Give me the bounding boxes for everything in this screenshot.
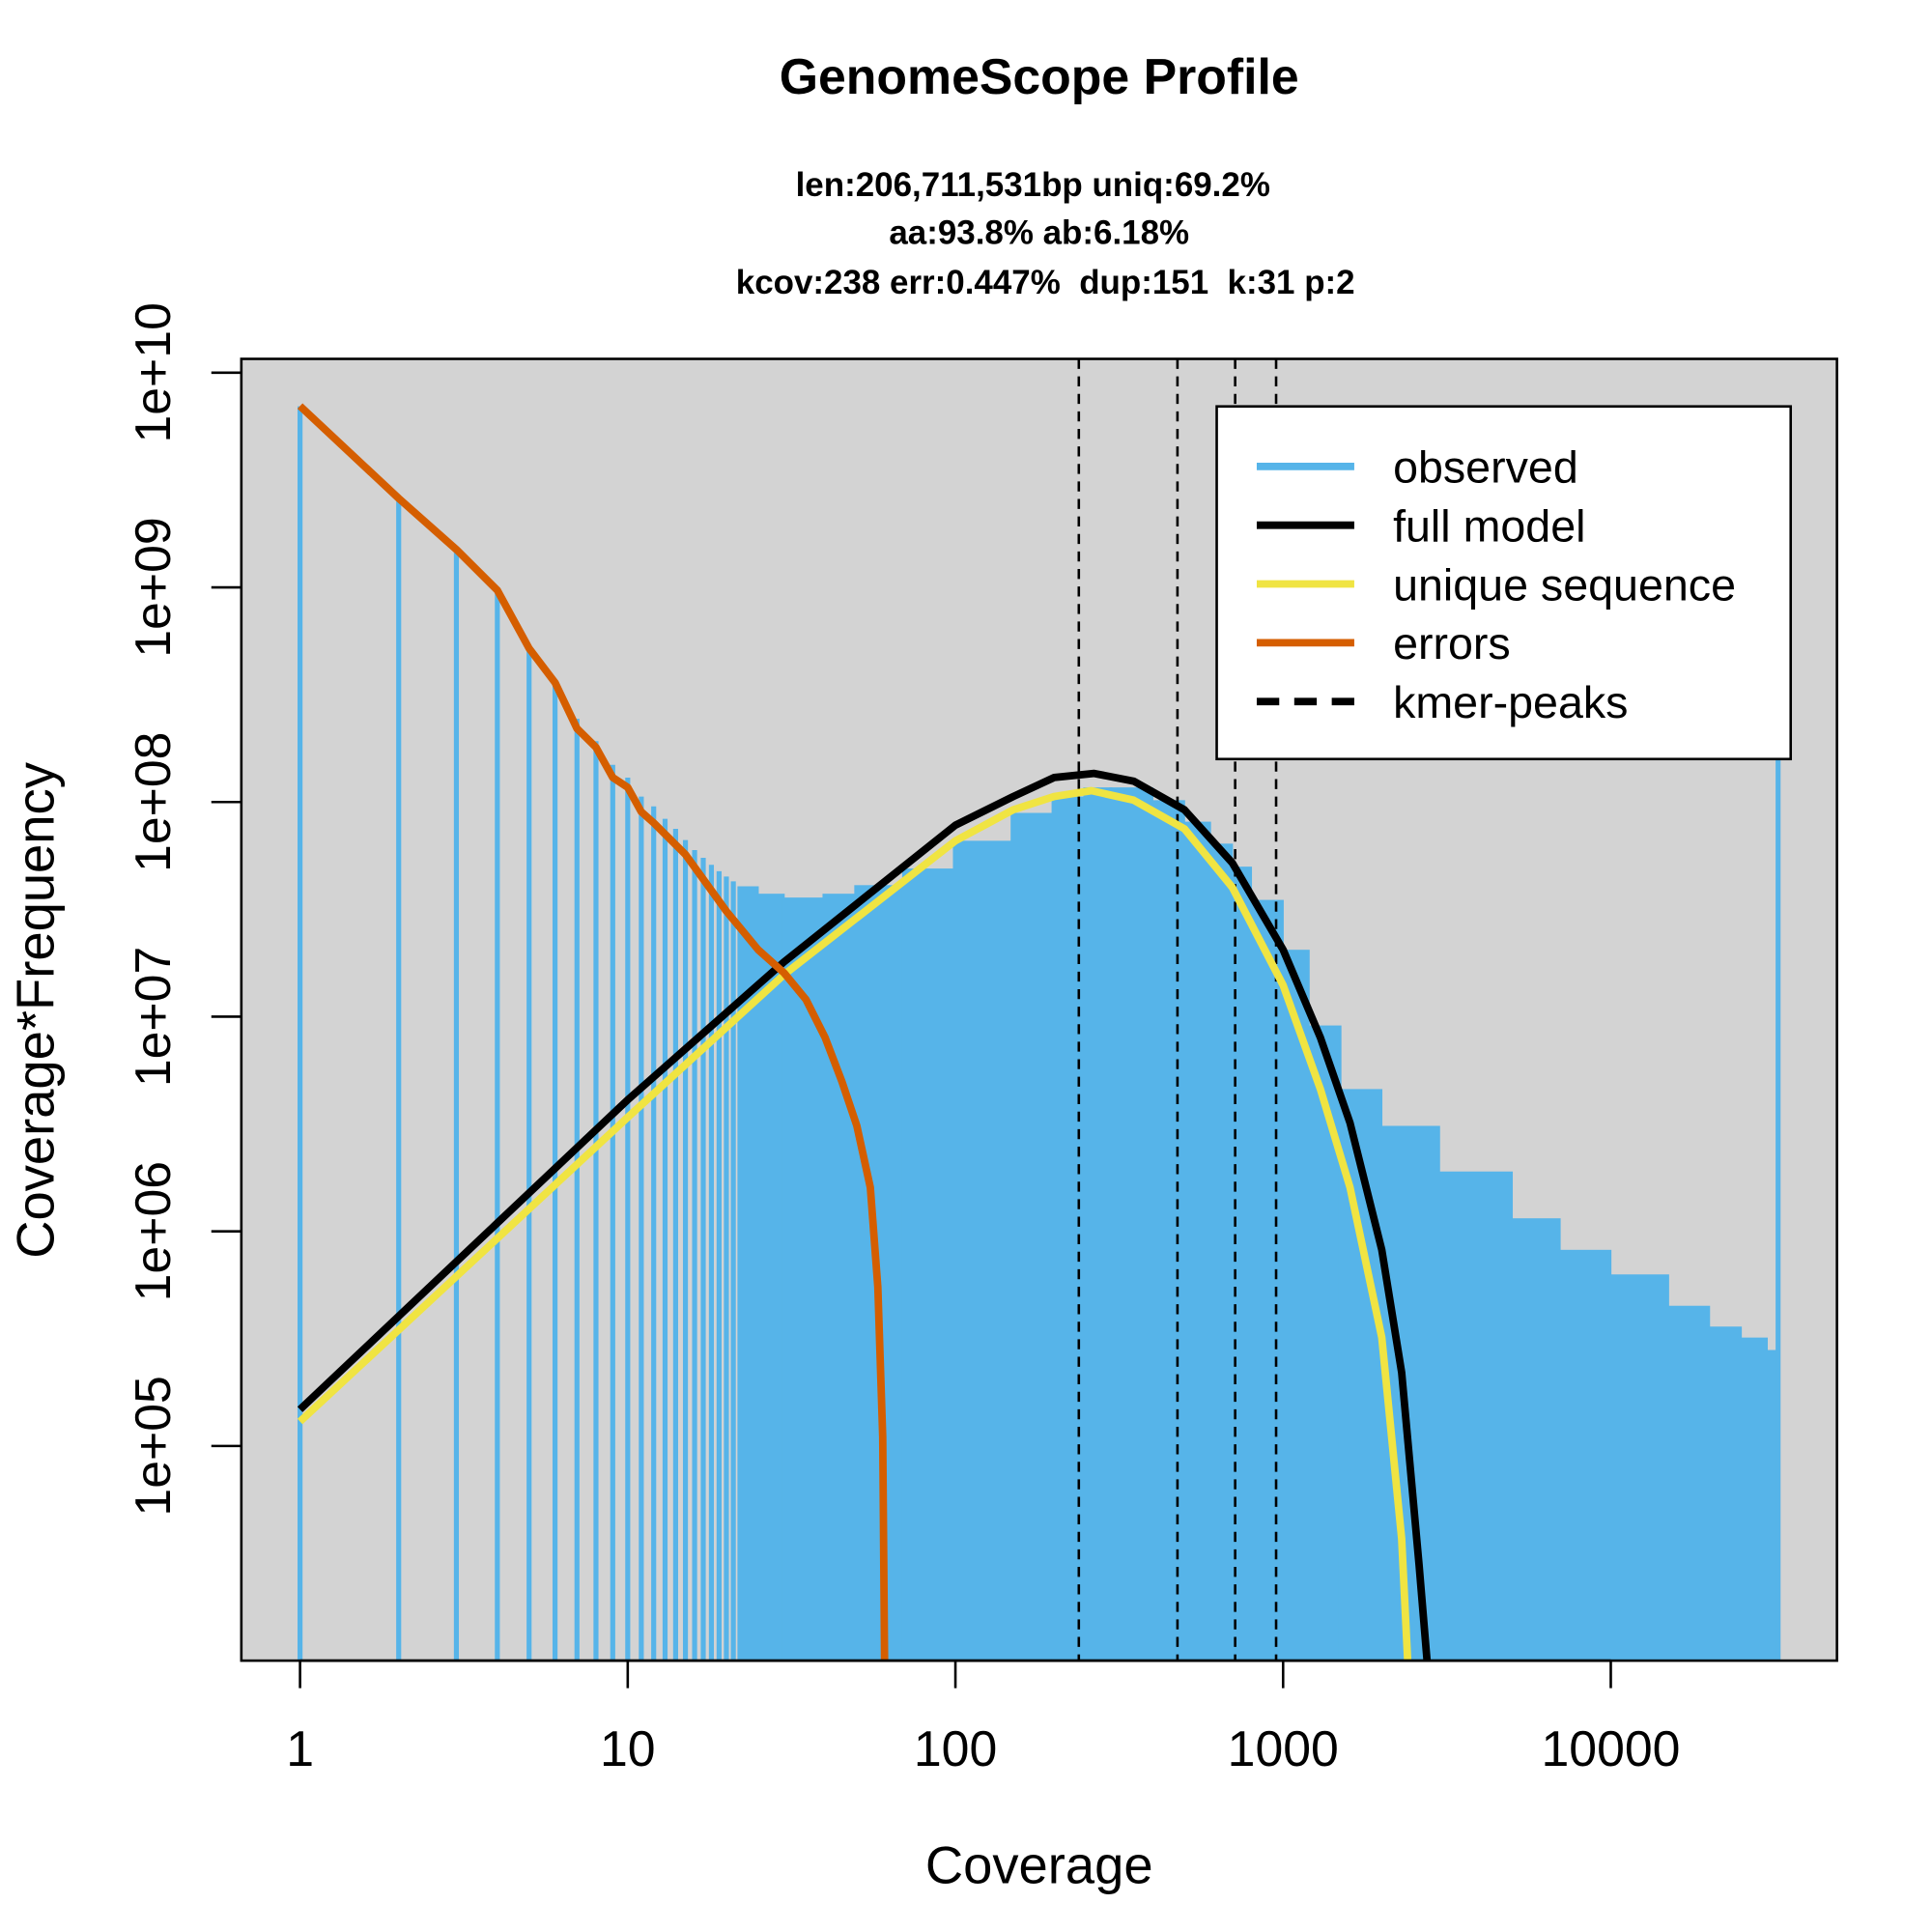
y-axis-label: Coverage*Frequency [7, 761, 66, 1259]
model-line [297, 786, 1412, 1662]
y-tick-label: 1e+10 [125, 302, 181, 442]
observed-bar [1181, 821, 1211, 1662]
observed-bar [755, 894, 785, 1662]
y-tick-label: 1e+08 [125, 732, 181, 872]
observed-bar [1150, 800, 1185, 1662]
observed-bar [1010, 812, 1055, 1662]
observed-bar [1280, 950, 1310, 1662]
observed-bar [901, 868, 956, 1662]
model-line [297, 403, 889, 1662]
y-tick-label: 1e+06 [125, 1161, 181, 1301]
chart-title: GenomeScope Profile [780, 48, 1299, 104]
observed-bar [1109, 787, 1153, 1662]
y-tick-label: 1e+05 [125, 1376, 181, 1516]
legend-label: unique sequence [1393, 559, 1736, 610]
observed-bar [1083, 787, 1113, 1662]
model-line [297, 769, 1432, 1662]
observed-bar [1607, 1274, 1669, 1662]
x-axis-label: Coverage [925, 1836, 1153, 1895]
legend-label: observed [1393, 442, 1578, 493]
observed-bar [1557, 1249, 1612, 1662]
legend-label: kmer-peaks [1393, 677, 1628, 727]
observed-bar [1436, 1171, 1514, 1662]
observed-bar [1665, 1305, 1711, 1662]
subtitle: len:206,711,531bp uniq:69.2% [796, 166, 1270, 204]
observed-bar [1208, 843, 1234, 1662]
observed-bar [1738, 1337, 1768, 1662]
y-tick-label: 1e+09 [125, 517, 181, 657]
subtitle: aa:93.8% ab:6.18% [889, 213, 1189, 251]
plot-area [297, 358, 1781, 1662]
observed-bar [1707, 1326, 1743, 1662]
x-tick-label: 1000 [1228, 1720, 1339, 1776]
y-tick-label: 1e+07 [125, 947, 181, 1087]
observed-bar [1051, 796, 1087, 1662]
x-tick-label: 10000 [1542, 1720, 1681, 1776]
observed-bar [1764, 1350, 1779, 1662]
observed-bar [1230, 867, 1253, 1662]
observed-bar [1248, 899, 1284, 1662]
observed-bar [952, 840, 1014, 1662]
observed-bar [1509, 1218, 1561, 1662]
legend-label: full model [1393, 501, 1585, 552]
x-tick-label: 1 [286, 1720, 314, 1776]
observed-bar [737, 886, 759, 1662]
subtitle: kcov:238 err:0.447% dup:151 k:31 p:2 [736, 264, 1355, 301]
observed-bar [1306, 1025, 1342, 1662]
x-tick-label: 100 [914, 1720, 997, 1776]
legend-label: errors [1393, 618, 1511, 668]
observed-bar [781, 897, 826, 1662]
x-tick-label: 10 [600, 1720, 656, 1776]
observed-bar [822, 894, 858, 1662]
